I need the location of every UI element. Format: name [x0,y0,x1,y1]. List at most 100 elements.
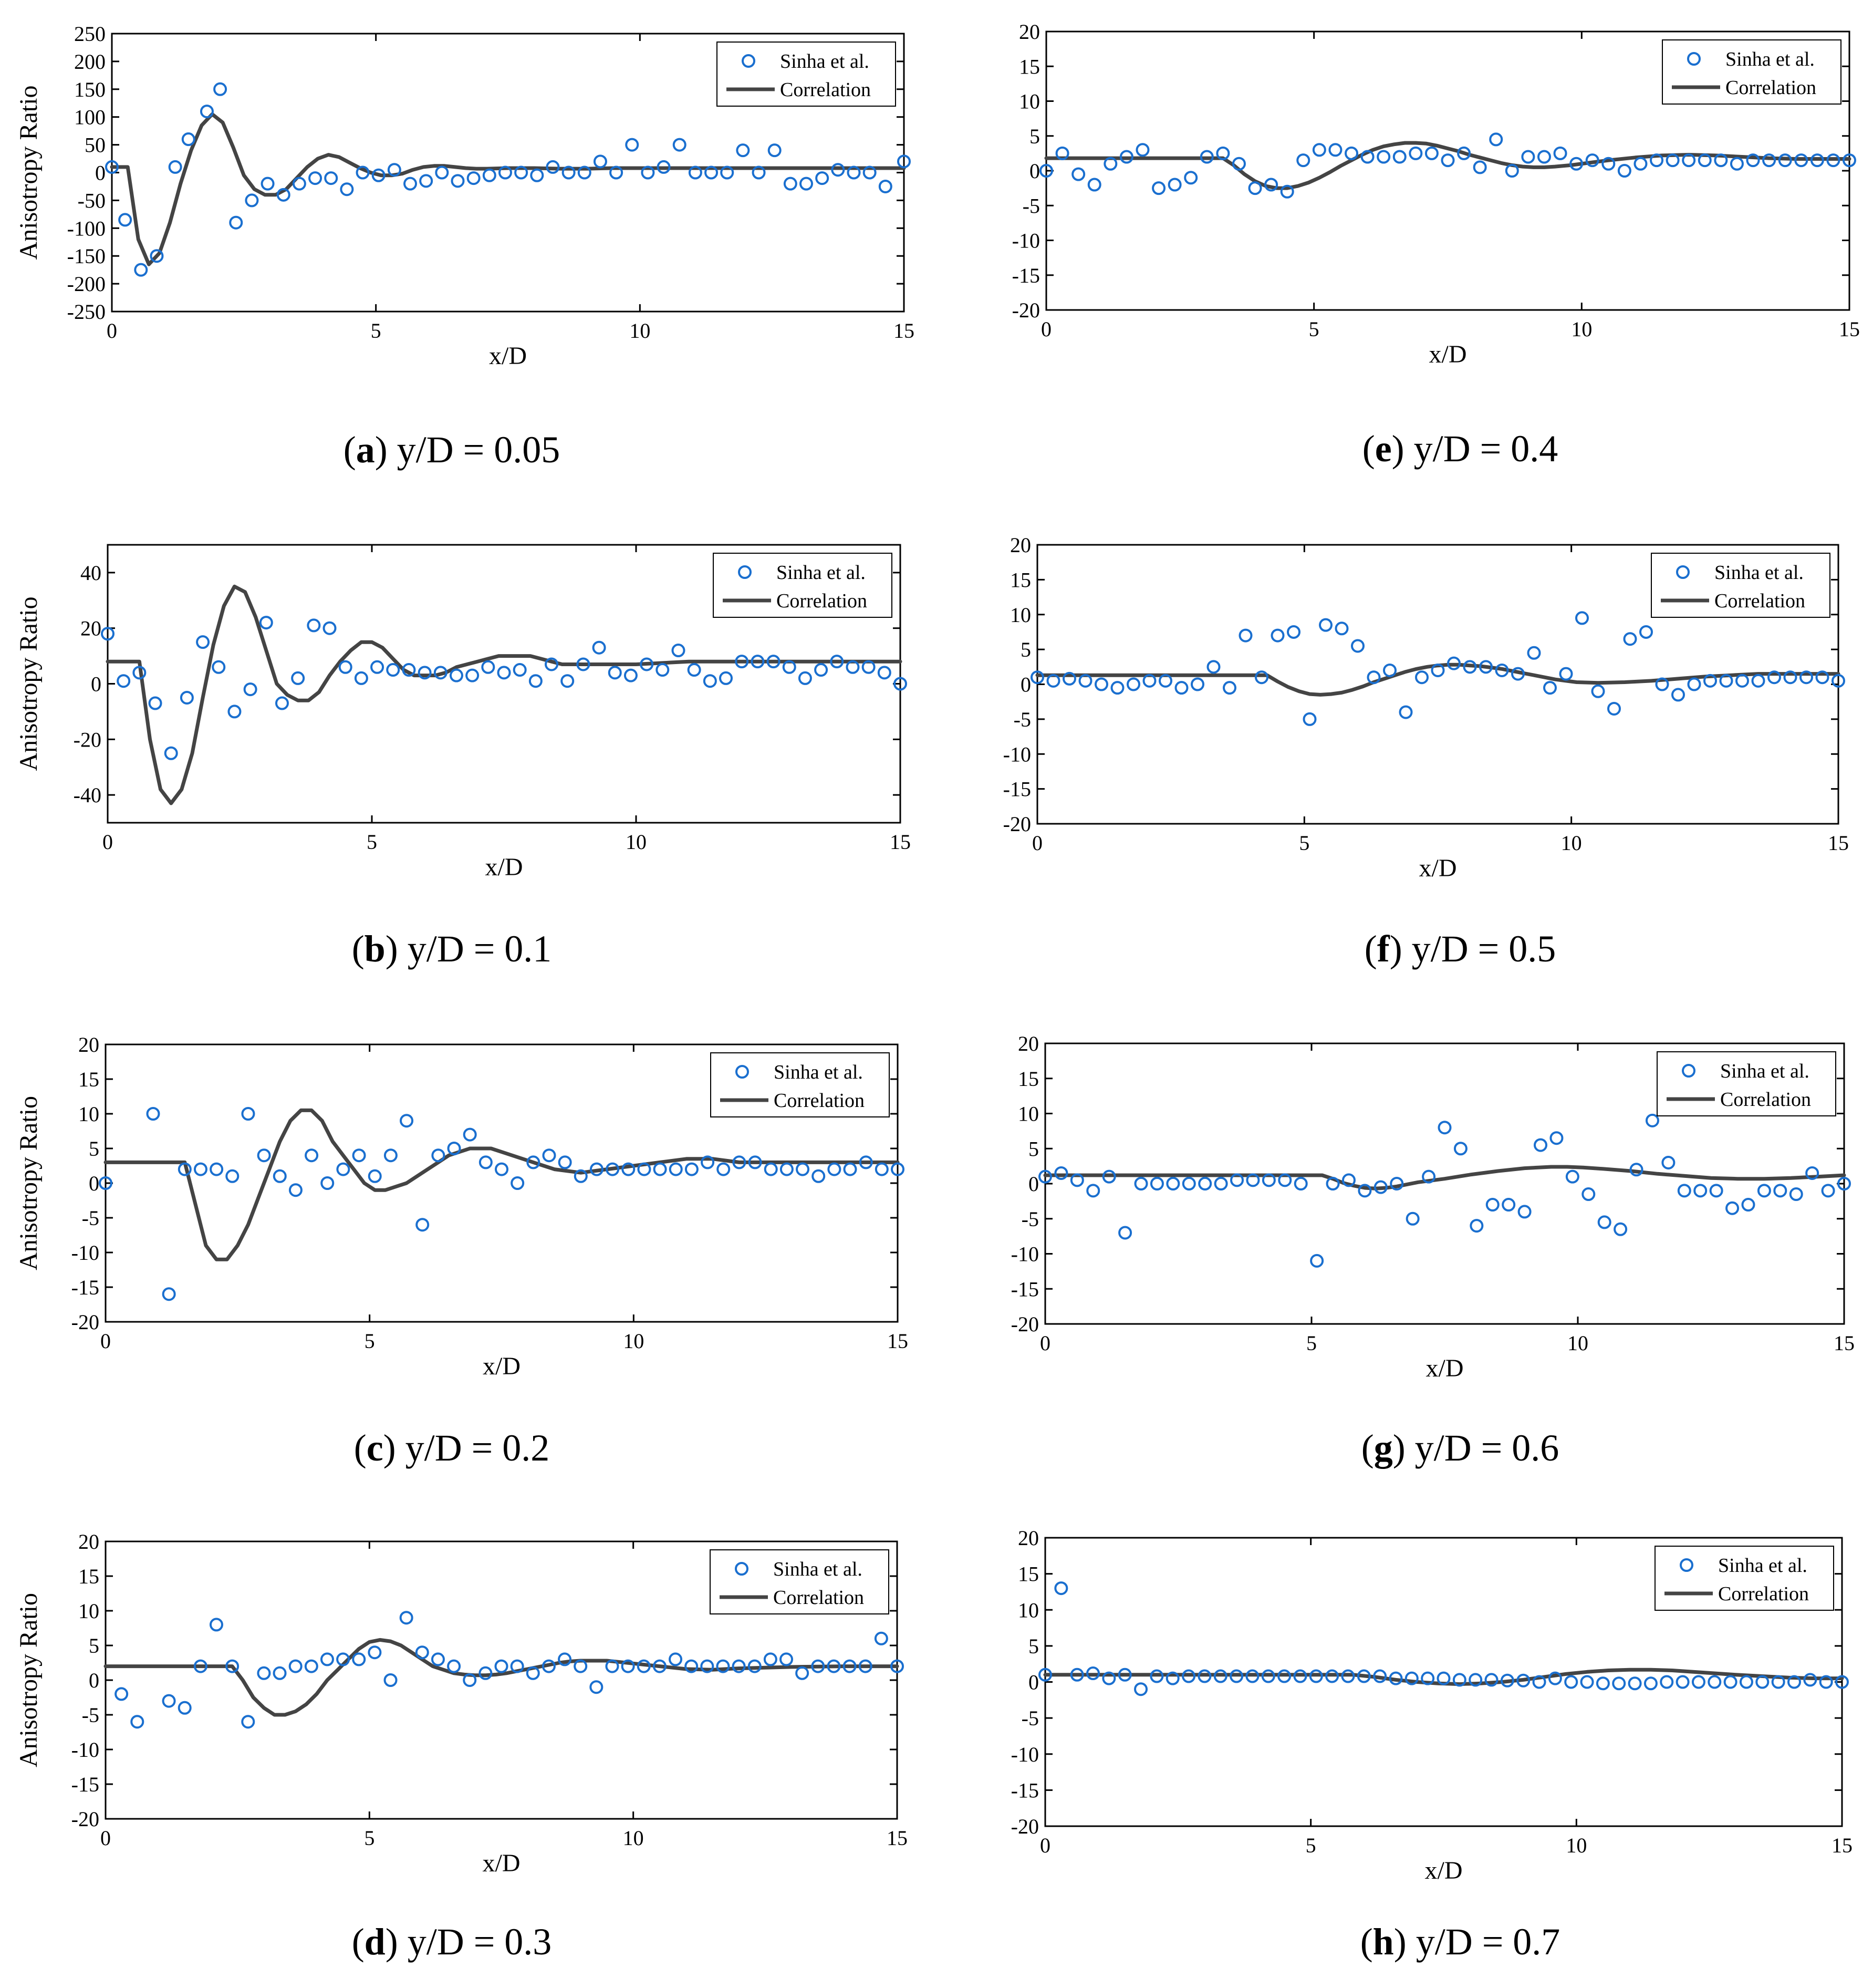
y-tick-label: 15 [78,1565,99,1588]
data-point [736,143,750,158]
y-tick-label: -150 [67,244,106,268]
data-point [1527,646,1541,660]
data-point [1505,164,1519,178]
y-tick-label: -5 [82,1206,99,1230]
data-point [465,668,480,682]
data-point [227,705,242,719]
data-point [1198,1177,1212,1190]
caption-paren-open: ( [1360,1921,1373,1963]
y-tick-label: -5 [1014,708,1031,731]
data-point [1473,160,1487,174]
y-tick-label: 5 [89,1634,99,1658]
data-point [356,165,370,180]
caption-text: y/D = 0.7 [1416,1921,1560,1963]
panel-caption: (f) y/D = 0.5 [1365,928,1556,970]
data-point [1389,1671,1403,1685]
data-point [1182,1669,1196,1683]
data-point [688,165,702,180]
legend-entry-correlation: Correlation [1714,590,1805,612]
data-point [1617,164,1631,178]
x-tick-label: 5 [1306,1834,1316,1857]
data-point [336,1652,350,1666]
legend-entry-correlation: Correlation [780,79,871,101]
data-point [1086,1666,1100,1681]
data-point [1198,1669,1212,1683]
caption-paren-close: ) [383,1427,405,1469]
data-point [1787,1675,1801,1689]
caption-paren-close: ) [1390,928,1412,970]
caption-letter: f [1377,928,1390,970]
caption-paren-open: ( [1362,428,1375,470]
data-point [1078,674,1092,688]
data-point [558,1155,572,1169]
caption-letter: e [1375,428,1392,470]
legend-marker-icon [1680,1558,1693,1572]
y-tick-label: 20 [80,617,101,640]
data-point [292,177,306,191]
data-point [684,1659,699,1673]
data-point [861,660,876,674]
y-tick-label: 100 [74,106,106,129]
y-tick-label: -20 [74,728,101,751]
data-point [209,1618,223,1632]
data-point [403,177,418,191]
data-point [1087,178,1101,192]
data-point [1463,660,1477,674]
data-point [196,635,210,649]
y-tick-label: -15 [1011,1277,1039,1301]
data-point [370,660,384,674]
x-tick-label: 0 [100,1329,111,1353]
x-tick-label: 10 [626,830,647,854]
data-point [1655,677,1669,691]
data-point [843,1162,857,1176]
data-point [1404,1671,1419,1685]
series-line-correlation [1043,1165,1846,1190]
data-point [1232,157,1246,171]
y-tick-label: -10 [1003,742,1031,766]
data-point [354,671,368,685]
y-axis-label: Anisotropy Ratio [15,597,43,771]
data-point [1360,150,1375,164]
y-tick-label: 0 [89,1172,99,1195]
data-point [1373,1180,1388,1194]
caption-letter: g [1374,1427,1393,1469]
data-point [1691,1675,1705,1689]
data-point [257,1666,271,1680]
caption-paren-open: ( [1365,928,1377,970]
caption-letter: a [356,429,375,471]
data-point [652,1659,667,1673]
data-point [655,663,670,677]
caption-paren-close: ) [1394,1921,1416,1963]
y-tick-label: -10 [71,1738,99,1762]
y-axis-label: Anisotropy Ratio [15,86,43,260]
x-tick-label: 10 [629,319,650,343]
data-point [1585,153,1599,168]
data-point [478,1666,493,1680]
caption-paren-open: ( [354,1427,367,1469]
x-tick-label: 10 [1571,317,1592,341]
data-point [1469,1673,1483,1687]
data-point [1676,1675,1690,1689]
data-point [164,746,178,760]
caption-text: y/D = 0.1 [408,928,552,970]
series-line-correlation [1043,1668,1844,1686]
data-point [495,1162,508,1176]
data-point [1086,1184,1100,1198]
data-point [815,171,829,185]
x-tick-label: 15 [1828,831,1849,855]
data-point [435,165,449,180]
data-point [763,1652,777,1666]
data-point [1548,1671,1562,1685]
data-point [1623,632,1637,646]
data-point [1296,153,1310,168]
y-tick-label: 40 [80,561,101,585]
data-point [672,138,686,152]
data-point [305,1148,319,1163]
data-point [1581,1187,1596,1202]
data-point [719,671,733,685]
panel-d: 0 5 10 15 -20 -15 -10 -5 0 5 10 15 20 x/D Anisotropy R… [15,1530,908,1963]
caption-text: y/D = 0.3 [408,1921,552,1963]
data-point [545,657,559,671]
data-point [574,1169,588,1183]
y-tick-label: -15 [1011,1778,1039,1802]
